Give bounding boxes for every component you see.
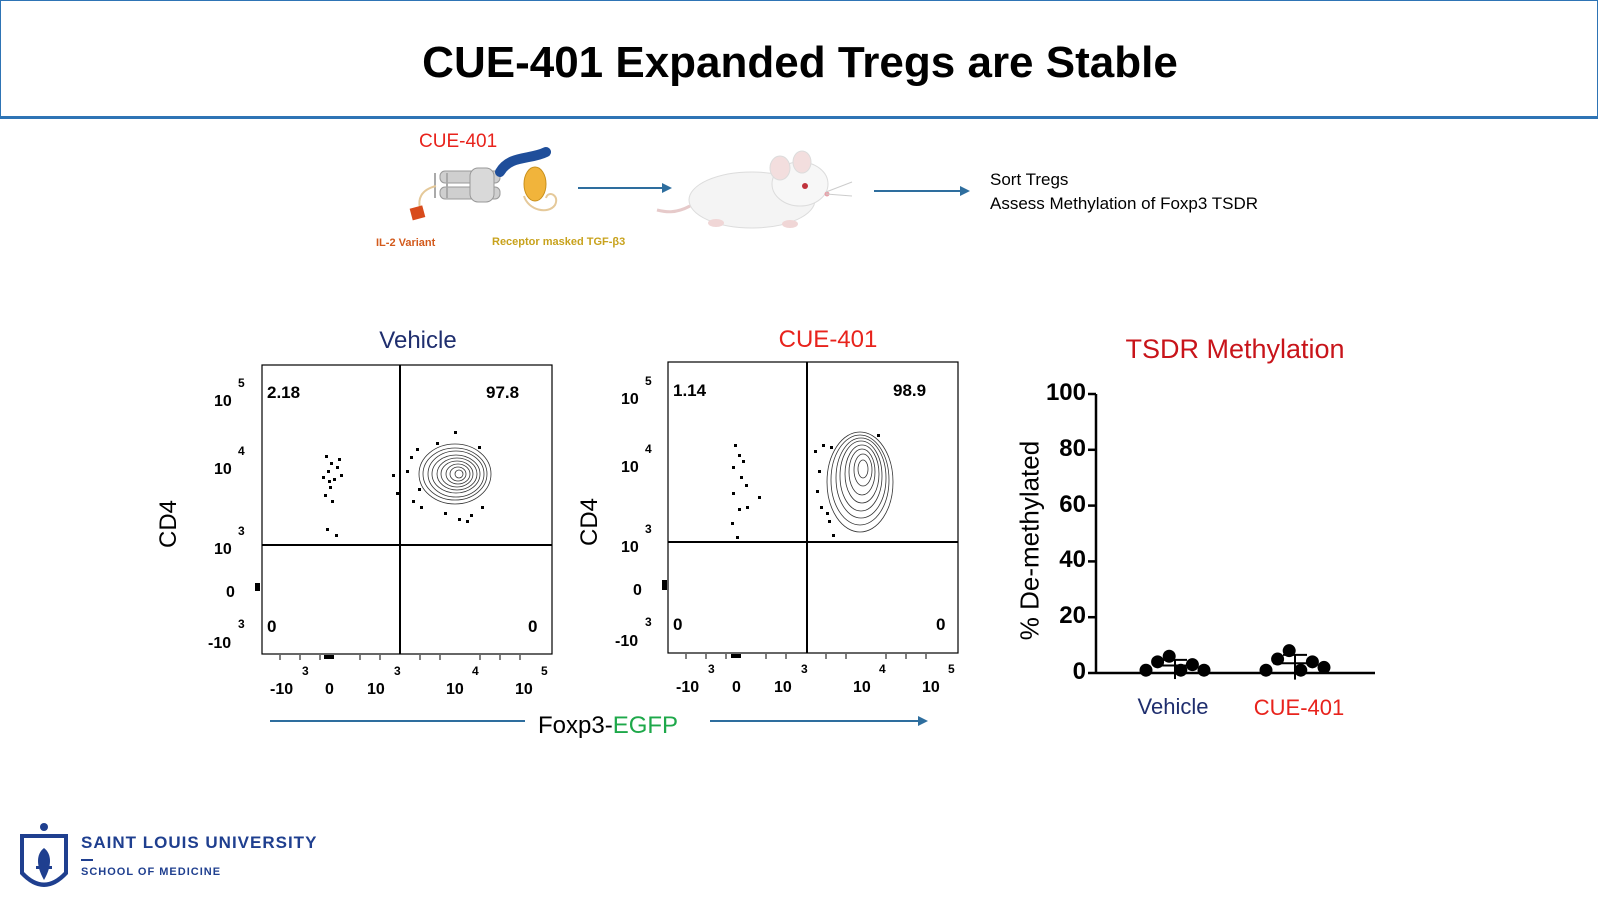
data-point bbox=[1197, 663, 1211, 677]
cue401-q-upper-left: 1.14 bbox=[673, 381, 707, 400]
xtick2-1e5-base: 10 bbox=[922, 679, 940, 696]
flow-plot-vehicle bbox=[255, 364, 553, 660]
egfp-suffix: EGFP bbox=[612, 712, 679, 739]
ytick2-1e5-exp: 5 bbox=[645, 374, 652, 388]
cue401-q-lower-left: 0 bbox=[673, 615, 683, 634]
xtick-1e3-exp: 3 bbox=[394, 664, 401, 678]
ytick-neg-base: -10 bbox=[208, 635, 232, 652]
data-point bbox=[1317, 660, 1331, 674]
panel-title-cue401: CUE-401 bbox=[778, 326, 878, 353]
ytick-label: 0 bbox=[1072, 658, 1086, 685]
ytick-1e3-base: 10 bbox=[214, 541, 232, 558]
tsdr-points bbox=[1139, 644, 1331, 680]
foxp3-axis-label: Foxp3-EGFP bbox=[538, 712, 678, 740]
xcat-vehicle: Vehicle bbox=[1137, 694, 1209, 719]
xtick-1e5-exp: 5 bbox=[541, 664, 548, 678]
school-name: SCHOOL OF MEDICINE bbox=[81, 866, 222, 878]
xtick2-1e5-exp: 5 bbox=[948, 662, 955, 676]
data-point bbox=[1174, 663, 1188, 677]
xtick2-1e4-exp: 4 bbox=[879, 662, 886, 676]
il2-variant-label: IL-2 Variant bbox=[376, 237, 436, 249]
ytick-1e4-base: 10 bbox=[214, 461, 232, 478]
xtick-1e3-base: 10 bbox=[367, 681, 385, 698]
chart-title: TSDR Methylation bbox=[1125, 334, 1345, 364]
cue401-q-upper-right: 98.9 bbox=[893, 381, 927, 400]
panel-title-vehicle: Vehicle bbox=[379, 327, 457, 354]
ytick-label: 20 bbox=[1059, 602, 1086, 630]
ytick2-1e4-base: 10 bbox=[621, 459, 639, 476]
ytick-1e5-base: 10 bbox=[214, 393, 232, 410]
xtick-neg-base: -10 bbox=[270, 681, 294, 698]
slide-title: CUE-401 Expanded Tregs are Stable bbox=[422, 38, 1178, 87]
data-point bbox=[1305, 655, 1319, 669]
data-point bbox=[1259, 663, 1273, 677]
vehicle-q-upper-left: 2.18 bbox=[267, 383, 301, 402]
foxp3-prefix: Foxp3- bbox=[538, 712, 613, 739]
xtick-1e5-base: 10 bbox=[515, 681, 533, 698]
molecule-label: CUE-401 bbox=[419, 131, 498, 152]
ytick-1e4-exp: 4 bbox=[238, 444, 245, 458]
xtick-1e4-base: 10 bbox=[446, 681, 464, 698]
xtick-zero: 0 bbox=[325, 681, 334, 698]
xcat-cue401: CUE-401 bbox=[1253, 695, 1345, 720]
vehicle-q-lower-right: 0 bbox=[528, 617, 538, 636]
ytick-label: 60 bbox=[1059, 490, 1086, 518]
ytick2-1e4-exp: 4 bbox=[645, 442, 652, 456]
university-name: SAINT LOUIS UNIVERSITY bbox=[81, 833, 318, 852]
molecule-icon bbox=[409, 147, 558, 221]
xtick2-neg-exp: 3 bbox=[708, 662, 715, 676]
step-sort-tregs: Sort Tregs bbox=[990, 170, 1069, 189]
step-assess-methylation: Assess Methylation of Foxp3 TSDR bbox=[990, 194, 1259, 213]
ytick-1e3-exp: 3 bbox=[238, 524, 245, 538]
xtick-neg-exp: 3 bbox=[302, 664, 309, 678]
ytick2-1e5-base: 10 bbox=[621, 391, 639, 408]
ytick2-neg-base: -10 bbox=[615, 633, 639, 650]
ytick2-zero: 0 bbox=[633, 582, 642, 599]
slu-shield-icon bbox=[20, 823, 68, 887]
ytick-label: 40 bbox=[1059, 546, 1086, 574]
ytick2-neg-exp: 3 bbox=[645, 615, 652, 629]
vehicle-q-lower-left: 0 bbox=[267, 617, 277, 636]
ytick2-1e3-base: 10 bbox=[621, 539, 639, 556]
title-bar bbox=[0, 0, 1598, 119]
flow-plot-cue401 bbox=[662, 361, 959, 659]
vehicle-q-upper-right: 97.8 bbox=[486, 383, 520, 402]
xtick2-neg-base: -10 bbox=[676, 679, 700, 696]
data-point bbox=[1294, 663, 1308, 677]
tsdr-ticks bbox=[1088, 392, 1096, 675]
ytick-label: 80 bbox=[1059, 434, 1086, 462]
ytick-zero: 0 bbox=[226, 584, 235, 601]
xtick2-1e3-exp: 3 bbox=[801, 662, 808, 676]
receptor-masked-label: Receptor masked TGF-β3 bbox=[492, 236, 626, 248]
xtick2-zero: 0 bbox=[732, 679, 741, 696]
ytick-neg-exp: 3 bbox=[238, 617, 245, 631]
ytick-1e5-exp: 5 bbox=[238, 376, 245, 390]
mouse-icon bbox=[656, 150, 853, 229]
xtick-1e4-exp: 4 bbox=[472, 664, 479, 678]
steps-list: Sort Tregs Assess Methylation of Foxp3 T… bbox=[990, 168, 1258, 216]
ytick2-1e3-exp: 3 bbox=[645, 522, 652, 536]
xtick2-1e3-base: 10 bbox=[774, 679, 792, 696]
ytick-label: 100 bbox=[1045, 379, 1086, 406]
cue401-q-lower-right: 0 bbox=[936, 615, 946, 634]
data-point bbox=[1139, 663, 1153, 677]
xtick2-1e4-base: 10 bbox=[853, 679, 871, 696]
